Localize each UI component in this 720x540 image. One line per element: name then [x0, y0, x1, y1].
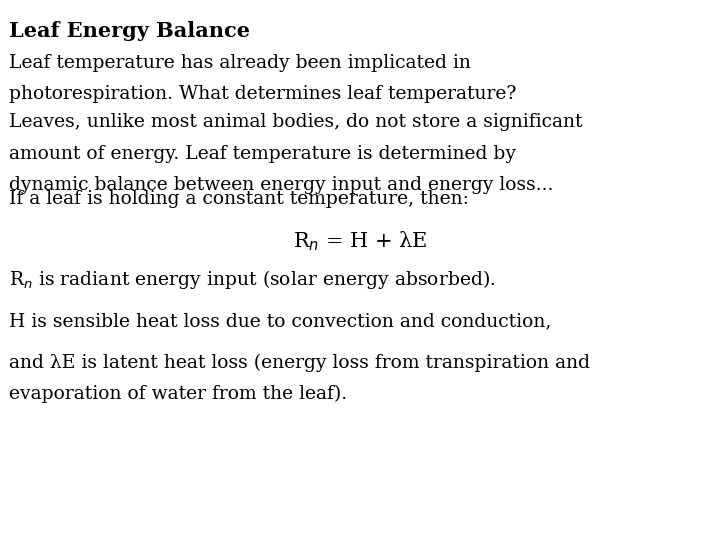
Text: Leaves, unlike most animal bodies, do not store a significant: Leaves, unlike most animal bodies, do no… [9, 113, 583, 131]
Text: and λE is latent heat loss (energy loss from transpiration and: and λE is latent heat loss (energy loss … [9, 354, 590, 372]
Text: If a leaf is holding a constant temperature, then:: If a leaf is holding a constant temperat… [9, 190, 469, 208]
Text: Leaf Energy Balance: Leaf Energy Balance [9, 21, 251, 40]
Text: R$_n$ is radiant energy input (solar energy absorbed).: R$_n$ is radiant energy input (solar ene… [9, 268, 496, 292]
Text: H is sensible heat loss due to convection and conduction,: H is sensible heat loss due to convectio… [9, 312, 552, 330]
Text: evaporation of water from the leaf).: evaporation of water from the leaf). [9, 385, 348, 403]
Text: dynamic balance between energy input and energy loss...: dynamic balance between energy input and… [9, 176, 554, 194]
Text: photorespiration. What determines leaf temperature?: photorespiration. What determines leaf t… [9, 85, 517, 103]
Text: R$_n$ = H + λE: R$_n$ = H + λE [293, 230, 427, 253]
Text: amount of energy. Leaf temperature is determined by: amount of energy. Leaf temperature is de… [9, 145, 516, 163]
Text: Leaf temperature has already been implicated in: Leaf temperature has already been implic… [9, 54, 471, 72]
